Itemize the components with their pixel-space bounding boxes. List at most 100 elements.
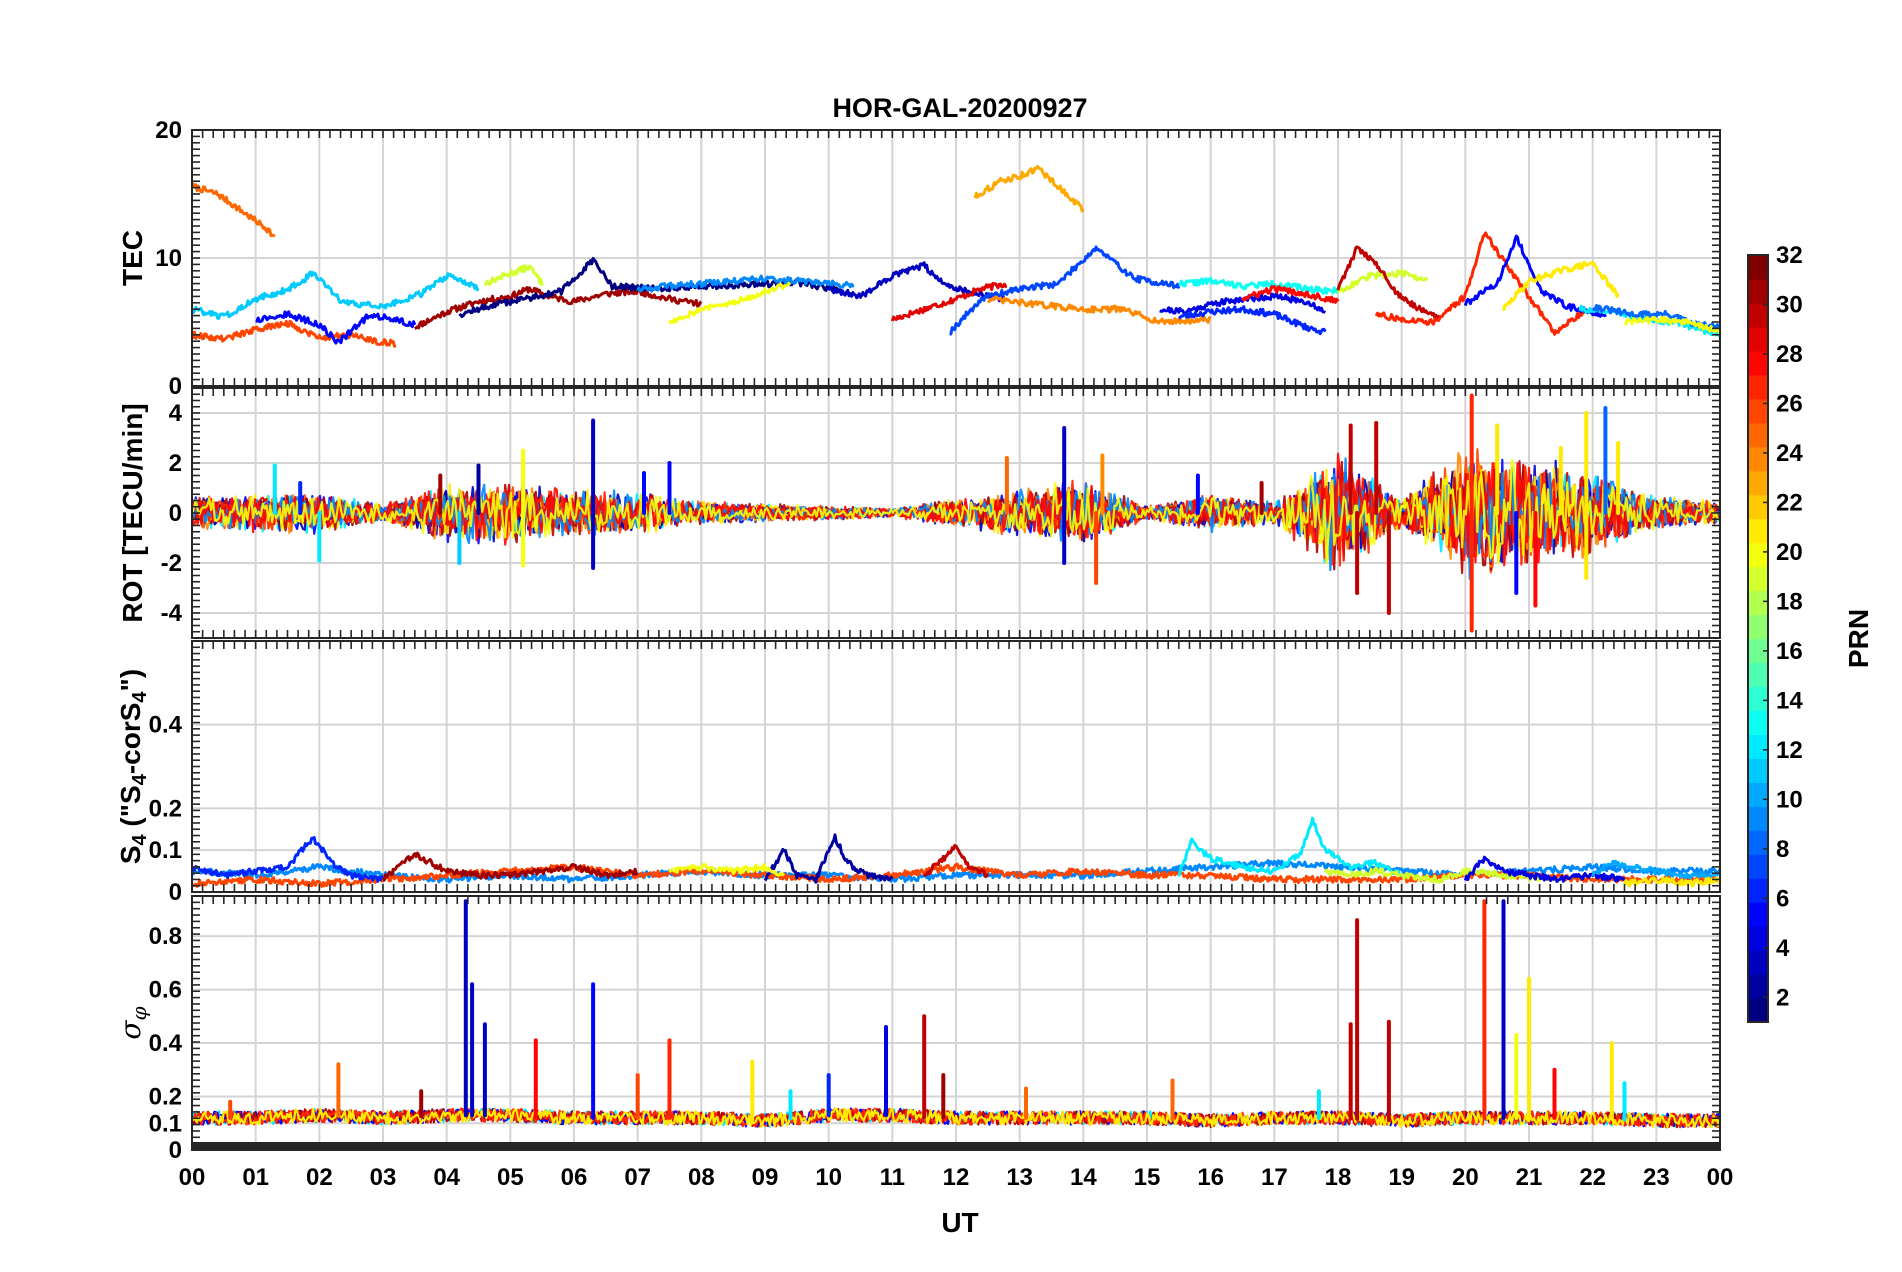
colorbar-tick-label: 26 [1776, 390, 1803, 417]
colorbar-swatch [1748, 422, 1768, 448]
colorbar-swatch [1748, 710, 1768, 735]
colorbar-swatch [1748, 686, 1768, 712]
series-prn-19 [483, 264, 544, 287]
colorbar-swatch [1748, 734, 1768, 759]
colorbar-swatch [1748, 806, 1768, 831]
colorbar-swatch [1748, 614, 1768, 640]
colorbar-swatch [1748, 638, 1768, 664]
colorbar-frame [1747, 254, 1769, 1023]
series-prn-20 [668, 281, 792, 325]
series-prn-7 [949, 245, 1181, 336]
colorbar-swatch [1748, 566, 1768, 592]
series-prn-31 [382, 851, 639, 882]
colorbar-tick-label: 2 [1776, 984, 1789, 1011]
series-prn-30 [1336, 245, 1441, 320]
panel-sigma_phi: 00.10.2 0.4 0.6 0.8 σφ [114, 895, 1721, 1164]
series-prn-26 [192, 319, 397, 348]
colorbar-tick-label: 20 [1776, 539, 1803, 566]
colorbar-swatch [1748, 950, 1768, 975]
y-tick-label: 0.1 [149, 1110, 182, 1137]
x-tick-label: 05 [497, 1164, 524, 1191]
colorbar-swatch [1748, 518, 1768, 544]
colorbar-tick-label: 14 [1776, 687, 1803, 714]
plot-area [192, 899, 1720, 1129]
colorbar-swatch [1748, 398, 1768, 424]
series-prn-3 [827, 261, 1009, 303]
y-axis-label: σφ [114, 1006, 151, 1039]
y-tick-label: 0 [169, 373, 182, 400]
x-tick-label: 22 [1579, 1164, 1606, 1191]
y-tick-label: 0 [169, 879, 182, 906]
minor-ticks [191, 387, 1721, 639]
colorbar-tick-label: 30 [1776, 291, 1803, 318]
y-tick-label: 20 [155, 117, 182, 144]
y-axis-label: S4 ("S4-corS4") [115, 669, 151, 864]
y-tick-label: 0 [169, 500, 182, 527]
colorbar-tick-label: 18 [1776, 588, 1803, 615]
y-axis-label: TEC [117, 230, 148, 286]
x-tick-label: 10 [815, 1164, 842, 1191]
colorbar-swatch [1748, 974, 1768, 999]
panel-rot: -4 -2 0 2 4 ROT [TECU/min] [117, 387, 1721, 639]
series-prn-4 [1463, 855, 1626, 883]
colorbar-swatch [1748, 446, 1768, 472]
colorbar-swatch [1748, 542, 1768, 568]
x-tick-label: 03 [370, 1164, 397, 1191]
series-prn-6 [192, 836, 385, 883]
x-tick-label: 15 [1134, 1164, 1161, 1191]
minor-ticks [191, 129, 1721, 387]
x-tick-label: 02 [306, 1164, 333, 1191]
plot-area [192, 393, 1720, 633]
x-tick-label: 08 [688, 1164, 715, 1191]
colorbar-swatch [1748, 926, 1768, 951]
y-axis-label: ROT [TECU/min] [117, 403, 148, 622]
series-prn-10 [1591, 859, 1720, 880]
rot-trace-prn-20 [192, 458, 1720, 565]
colorbar-tick-label: 16 [1776, 638, 1803, 665]
colorbar-tick-label: 4 [1776, 935, 1790, 962]
x-tick-label: 18 [1325, 1164, 1352, 1191]
y-tick-label: 0.2 [149, 1084, 182, 1111]
y-tick-label: 0.4 [149, 1030, 183, 1057]
x-tick-label: 20 [1452, 1164, 1479, 1191]
colorbar-swatch [1748, 255, 1768, 280]
colorbar-tick-label: 28 [1776, 341, 1803, 368]
x-tick-label: 13 [1006, 1164, 1033, 1191]
x-tick-label: 19 [1388, 1164, 1415, 1191]
series-prn-19 [1324, 866, 1542, 884]
colorbar-tick-label: 8 [1776, 836, 1789, 863]
series-prn-28 [1241, 285, 1340, 304]
series-prn-23 [973, 165, 1085, 213]
series-prn-13 [1178, 276, 1340, 295]
colorbar-swatch [1748, 494, 1768, 520]
panel-s4: 0 0.1 0.2 0.4S4 ("S4-corS4") [115, 640, 1721, 906]
series-prn-5 [255, 310, 417, 345]
x-tick-label: 04 [433, 1164, 460, 1191]
y-tick-label: 10 [155, 245, 182, 272]
series-prn-21 [1502, 260, 1620, 312]
colorbar-swatch [1748, 590, 1768, 616]
colorbar-swatch [1748, 998, 1768, 1023]
colorbar-swatch [1748, 374, 1768, 400]
x-tick-label: 21 [1516, 1164, 1543, 1191]
series-prn-24 [986, 295, 1212, 326]
colorbar-tick-label: 22 [1776, 489, 1803, 516]
colorbar-swatch [1748, 902, 1768, 927]
colorbar-swatch [1748, 830, 1768, 855]
colorbar-swatch [1748, 758, 1768, 783]
series-prn-31 [414, 286, 703, 330]
series-prn-4 [1159, 292, 1327, 317]
y-tick-label: 0.4 [149, 712, 183, 739]
series-prn-30 [922, 844, 990, 878]
plot-area [192, 816, 1720, 888]
series-prn-2 [763, 833, 894, 884]
series-prn-27 [1374, 231, 1588, 336]
x-tick-label: 12 [943, 1164, 970, 1191]
colorbar-swatch [1748, 782, 1768, 807]
colorbar-label: PRN [1843, 609, 1874, 668]
colorbar-swatch [1748, 350, 1768, 376]
x-tick-label: 17 [1261, 1164, 1288, 1191]
x-tick-label: 09 [752, 1164, 779, 1191]
